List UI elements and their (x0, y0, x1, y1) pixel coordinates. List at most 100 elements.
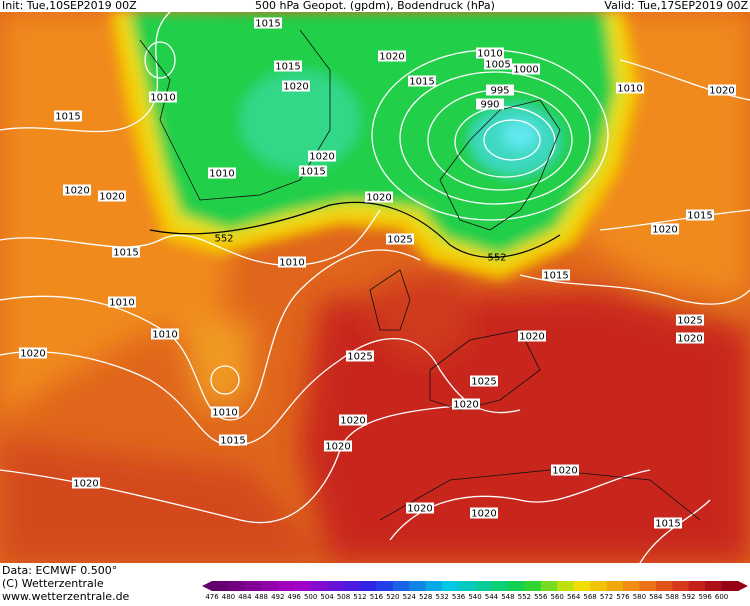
colorbar-swatch (622, 581, 640, 591)
colorbar-swatch (376, 581, 394, 591)
isobar-label-group: 1015 (408, 75, 436, 88)
colorbar-swatch (359, 581, 377, 591)
isobar-label-box (108, 296, 136, 308)
colorbar-arrow-left (202, 581, 212, 591)
isobar-label-group: 1020 (282, 80, 310, 93)
colorbar-swatch (705, 581, 723, 591)
isobar-label: 1015 (409, 77, 434, 88)
isobar-label: 1020 (283, 82, 308, 93)
colorbar-swatch (524, 581, 542, 591)
colorbar-label: 596 (698, 593, 712, 601)
isobar-label-box (676, 332, 704, 344)
colorbar-label: 488 (255, 593, 268, 601)
colorbar-label: 512 (353, 593, 366, 601)
map-title: 500 hPa Geopot. (gpdm), Bodendruck (hPa) (255, 0, 495, 12)
isobar-label: 1010 (150, 93, 175, 104)
isobar-label-box (151, 328, 179, 340)
isobar-label-box (254, 17, 282, 29)
isobar-label-group: 1010 (278, 256, 306, 269)
isobar-label: 1020 (407, 504, 432, 515)
contour-label: 552 (214, 234, 233, 245)
colorbar-label: 556 (534, 593, 548, 601)
isobar-label: 1020 (519, 332, 544, 343)
colorbar-swatch (261, 581, 279, 591)
isobar-label-box (676, 314, 704, 326)
isobar-label-group: 1020 (651, 223, 679, 236)
colorbar-swatch (688, 581, 706, 591)
isobar-label-box (551, 464, 579, 476)
isobar-label: 1010 (152, 330, 177, 341)
colorbar-label: 572 (600, 593, 613, 601)
isobar-label-group: 1010 (616, 82, 644, 95)
valid-time: Valid: Tue,17SEP2019 00Z (604, 0, 748, 12)
colorbar-label: 540 (468, 593, 481, 601)
colorbar-swatch (458, 581, 476, 591)
colorbar-label: 508 (337, 593, 350, 601)
isobar-label: 1015 (55, 112, 80, 123)
isobar-label-box (484, 58, 512, 70)
isobar-label-box (518, 330, 546, 342)
isobar-label: 1025 (347, 352, 372, 363)
isobar-label: 990 (480, 100, 499, 111)
isobar-label-group: 1020 (324, 440, 352, 453)
isobar-label-box (406, 502, 434, 514)
isobar-label-group: 1020 (518, 330, 546, 343)
isobar-label-group: 1010 (149, 91, 177, 104)
isobar-label-box (470, 507, 498, 519)
isobar-label-group: 1010 (211, 406, 239, 419)
colorbar-label: 588 (666, 593, 679, 601)
colorbar-label: 520 (386, 593, 399, 601)
isobar-label: 1020 (99, 192, 124, 203)
colorbar: 476 480 484 488 492 496 500 504 508 512 516 520 524 5… (202, 581, 748, 601)
isobar-label: 1015 (220, 436, 245, 447)
isobar-label: 1020 (366, 193, 391, 204)
colorbar-swatch (557, 581, 575, 591)
colorbar-label: 524 (403, 593, 417, 601)
isobar-label-box (365, 191, 393, 203)
isobar-label: 1015 (255, 19, 280, 30)
contour-label-group: 552 (487, 253, 506, 264)
isobar-label-group: 1015 (299, 165, 327, 178)
isobar-label-box (278, 256, 306, 268)
isobar-label-box (651, 223, 679, 235)
isobar-label-group: 1020 (98, 190, 126, 203)
colorbar-swatch (507, 581, 525, 591)
isobar-label-box (324, 440, 352, 452)
isobar-label: 1020 (64, 186, 89, 197)
isobar-label-box (149, 91, 177, 103)
isobar-label-group: 1025 (386, 233, 414, 246)
isobar-label-group: 1020 (72, 477, 100, 490)
colorbar-label: 576 (616, 593, 630, 601)
isobar-label-box (542, 269, 570, 281)
isobar-label-box (274, 60, 302, 72)
colorbar-label: 504 (320, 593, 334, 601)
isobar-label-group: 1005 (484, 58, 512, 71)
colorbar-label: 560 (551, 593, 564, 601)
colorbar-swatch (491, 581, 509, 591)
isobar-label: 1020 (709, 86, 734, 97)
isobar-label: 1020 (379, 52, 404, 63)
isobar-label-box (54, 110, 82, 122)
isobar-label-group: 1020 (378, 50, 406, 63)
isobar-label: 1010 (279, 258, 304, 269)
isobar-label-group: 1015 (654, 517, 682, 530)
isobar-label: 1015 (543, 271, 568, 282)
isobar-label: 1015 (655, 519, 680, 530)
isobar-label-box (378, 50, 406, 62)
isobar-label-box (282, 80, 310, 92)
isobar-label-box (486, 84, 514, 96)
isobar-label-box (19, 347, 47, 359)
isobar-label: 1020 (677, 334, 702, 345)
colorbar-swatch (639, 581, 657, 591)
isobar-label-group: 1025 (470, 375, 498, 388)
colorbar-label: 496 (288, 593, 302, 601)
isobar-label-group: 1020 (551, 464, 579, 477)
init-time: Init: Tue,10SEP2019 00Z (2, 0, 137, 12)
isobar-label: 1020 (73, 479, 98, 490)
colorbar-label: 484 (238, 593, 252, 601)
isobar-label-box (512, 63, 540, 75)
isobar-label-box (452, 398, 480, 410)
isobar-label-box (386, 233, 414, 245)
isobar-label-box (299, 165, 327, 177)
isobar-label: 1005 (485, 60, 510, 71)
